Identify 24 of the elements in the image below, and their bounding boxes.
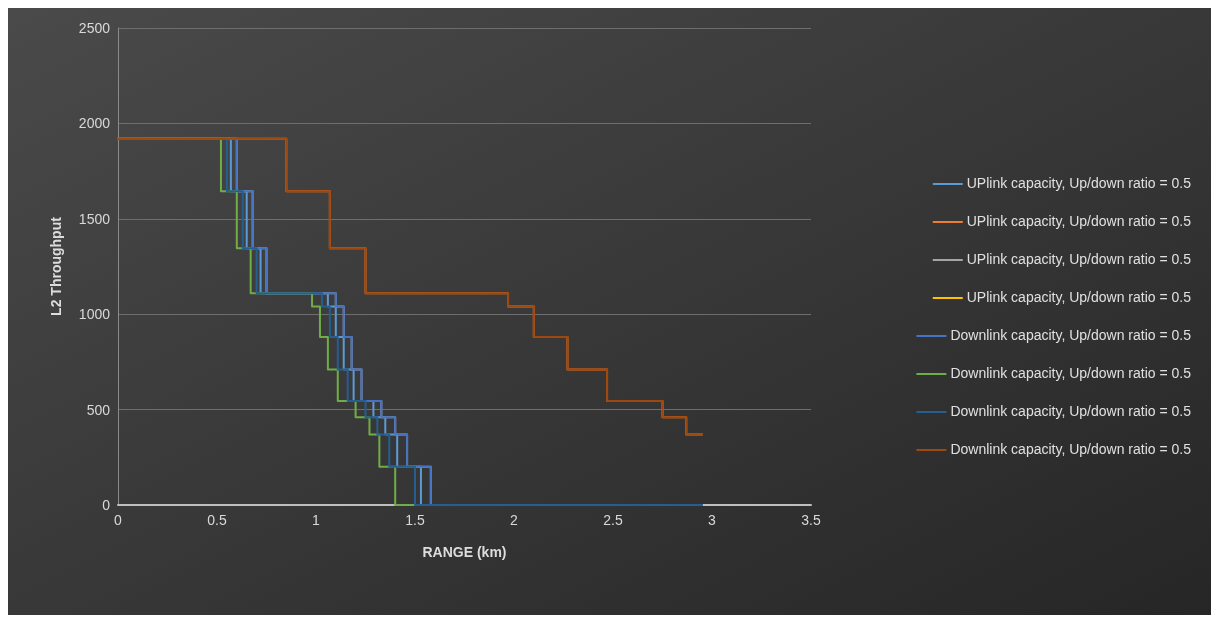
legend-label: Downlink capacity, Up/down ratio = 0.5 [950, 441, 1192, 457]
legend-label: Downlink capacity, Up/down ratio = 0.5 [950, 327, 1192, 343]
legend-label: UPlink capacity, Up/down ratio = 0.5 [966, 213, 1192, 229]
y-tick-label: 1000 [78, 306, 111, 323]
x-tick-label: 0.5 [207, 512, 227, 528]
x-tick-label: 1 [312, 512, 321, 528]
legend-label: UPlink capacity, Up/down ratio = 0.5 [966, 175, 1192, 191]
x-axis-title: RANGE (km) [422, 544, 507, 560]
y-tick-label: 2000 [78, 115, 111, 132]
legend-label: UPlink capacity, Up/down ratio = 0.5 [966, 289, 1192, 305]
legend-label: UPlink capacity, Up/down ratio = 0.5 [966, 251, 1192, 267]
y-tick-label: 500 [86, 401, 111, 418]
y-tick-label: 0 [102, 497, 111, 513]
y-axis-title: L2 Throughput [48, 216, 64, 316]
legend-label: Downlink capacity, Up/down ratio = 0.5 [950, 403, 1192, 419]
x-tick-label: 2 [510, 512, 519, 528]
x-tick-label: 3 [708, 512, 717, 528]
x-tick-label: 2.5 [603, 512, 623, 528]
y-tick-label: 1500 [78, 210, 111, 227]
legend-label: Downlink capacity, Up/down ratio = 0.5 [950, 365, 1192, 381]
x-tick-label: 3.5 [801, 512, 821, 528]
y-tick-label: 2500 [78, 20, 111, 36]
x-tick-label: 0 [114, 512, 123, 528]
x-tick-label: 1.5 [405, 512, 425, 528]
